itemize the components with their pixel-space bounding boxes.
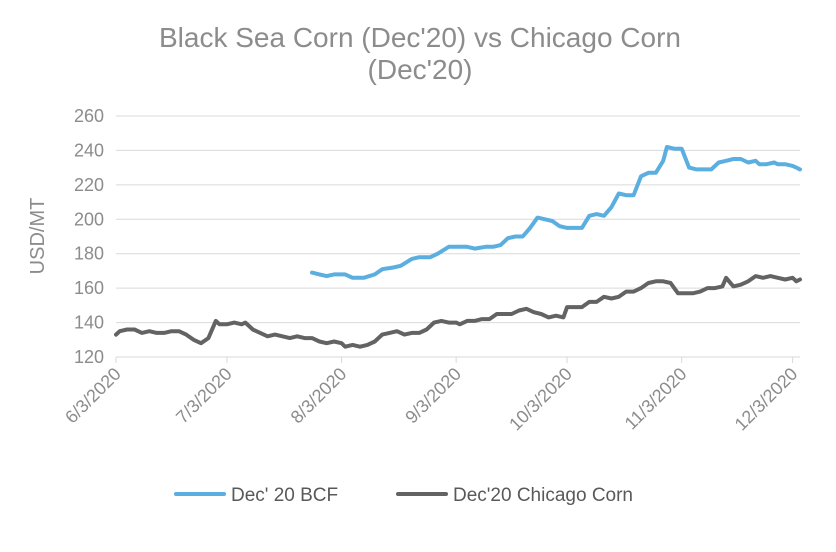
legend-label-0: Dec' 20 BCF (231, 485, 338, 506)
y-tick-label: 220 (74, 175, 104, 195)
series-lines (114, 145, 802, 349)
chart-title-line-1: Black Sea Corn (Dec'20) vs Chicago Corn (158, 22, 681, 53)
y-tick-label: 120 (74, 347, 104, 367)
x-tick-label: 12/3/2020 (731, 364, 802, 435)
series-line-1 (114, 274, 802, 349)
series-line-0 (310, 145, 802, 280)
x-tick-label: 8/3/2020 (287, 364, 351, 428)
y-tick-label: 260 (74, 106, 104, 126)
y-axis-ticks: 120 140 160 180 200 220 240 260 (74, 106, 104, 367)
x-axis-ticks: 6/3/2020 7/3/2020 8/3/2020 9/3/2020 10/3/202… (61, 357, 801, 434)
x-tick-label: 7/3/2020 (172, 364, 236, 428)
y-tick-label: 200 (74, 209, 104, 229)
chart-title-line-2: (Dec'20) (367, 54, 473, 85)
x-tick-label: 11/3/2020 (621, 364, 691, 434)
legend-label-1: Dec'20 Chicago Corn (453, 485, 633, 506)
y-tick-label: 140 (74, 313, 104, 333)
x-tick-label: 6/3/2020 (61, 364, 125, 428)
x-tick-label: 9/3/2020 (401, 364, 465, 428)
y-tick-label: 240 (74, 140, 104, 160)
x-tick-label: 10/3/2020 (505, 364, 576, 435)
legend: Dec' 20 BCF Dec'20 Chicago Corn (174, 485, 633, 506)
y-tick-label: 160 (74, 278, 104, 298)
y-tick-label: 180 (74, 244, 104, 264)
y-axis-label: USD/MT (27, 198, 49, 275)
